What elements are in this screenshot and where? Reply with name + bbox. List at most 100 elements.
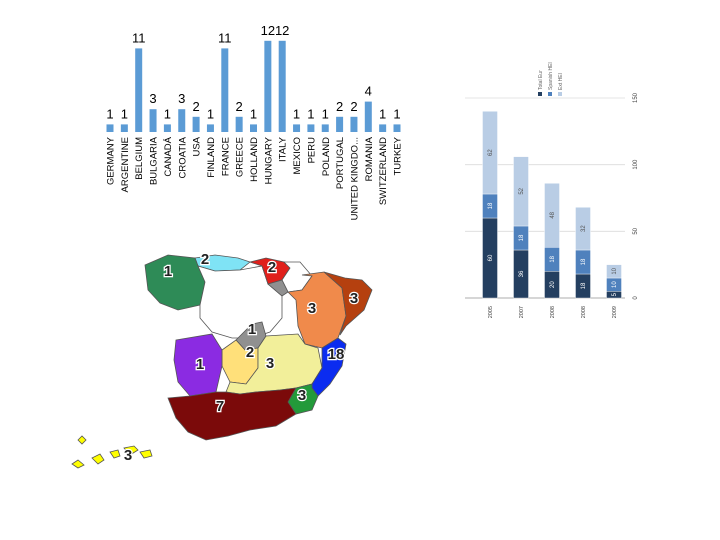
category-label: TURKEY	[393, 136, 404, 175]
data-label: 5	[612, 292, 618, 296]
region-value-label: 7	[216, 398, 224, 415]
legend-swatch	[538, 92, 542, 96]
category-label: FRANCE	[220, 137, 231, 176]
bar	[364, 101, 372, 132]
category-label: BELGIUM	[134, 137, 145, 180]
bar-value-label: 2	[336, 99, 343, 114]
data-label: 18	[581, 258, 587, 265]
bar-value-label: 1	[393, 106, 400, 121]
bar	[120, 124, 128, 132]
bar	[264, 40, 272, 132]
region-value-label: 2	[246, 344, 254, 361]
bar-value-label: 1	[121, 106, 128, 121]
data-label: 18	[488, 202, 494, 209]
data-label: 62	[488, 149, 494, 156]
region-valencia	[311, 337, 347, 397]
data-label: 10	[612, 267, 618, 274]
category-label: USA	[192, 136, 203, 156]
region-value-label: 18	[328, 346, 345, 363]
stacked-bar-segment	[513, 156, 529, 227]
category-label: MEXICO	[292, 137, 303, 174]
bar	[250, 124, 257, 132]
stacked-bar-segment	[544, 183, 560, 248]
stacked-bar-segment	[575, 207, 591, 251]
bar-value-label: 4	[365, 84, 372, 99]
bar-value-label: 1	[322, 106, 329, 121]
category-label: BULGARIA	[149, 136, 160, 185]
legend-label: Spanish HEI	[548, 62, 554, 90]
bar-value-label: 12	[275, 23, 289, 38]
bar	[278, 40, 286, 132]
bar	[135, 48, 143, 132]
x-tick-label: 2008	[550, 306, 556, 318]
bar	[293, 124, 301, 132]
region-canary-islands	[77, 435, 87, 445]
bar	[163, 124, 171, 132]
bar	[393, 124, 401, 132]
x-tick-label: 2007	[519, 306, 525, 318]
stacked-bar-segment	[482, 111, 498, 195]
data-label: 52	[519, 187, 525, 194]
bar-value-label: 12	[261, 23, 275, 38]
bar	[307, 124, 315, 132]
x-tick-label: 2009	[612, 306, 618, 318]
data-label: 32	[581, 225, 587, 232]
region-value-label: 3	[298, 387, 306, 404]
bar-value-label: 11	[218, 30, 232, 45]
legend-swatch	[558, 92, 562, 96]
category-label: UNITED KINGDO...	[349, 137, 360, 220]
category-label: PORTUGAL	[335, 137, 346, 189]
bar-value-label: 1	[164, 106, 171, 121]
bar-value-label: 1	[307, 106, 314, 121]
region-value-label: 1	[196, 356, 204, 373]
bar	[106, 124, 114, 132]
data-label: 20	[550, 281, 556, 288]
data-label: 60	[488, 254, 494, 261]
bar	[221, 48, 229, 132]
region-canary-islands	[91, 453, 105, 465]
category-label: ROMANIA	[364, 136, 375, 181]
bar-value-label: 1	[293, 106, 300, 121]
category-label: GREECE	[235, 137, 246, 177]
category-label: HUNGARY	[263, 136, 274, 184]
category-label: CANADÁ	[163, 136, 174, 176]
stacked-bar-segment	[606, 264, 622, 279]
data-label: 48	[550, 211, 556, 218]
category-label: GERMANY	[106, 136, 117, 185]
region-canary-islands	[71, 459, 85, 469]
y-tick-label: 50	[633, 227, 639, 234]
data-label: 10	[612, 281, 618, 288]
bar	[192, 116, 200, 132]
bar	[350, 116, 358, 132]
y-tick-label: 150	[633, 92, 639, 103]
region-canary-islands	[109, 449, 121, 459]
bar-value-label: 1	[379, 106, 386, 121]
region-canary-islands	[123, 445, 139, 456]
category-label: FINLAND	[206, 137, 217, 178]
region-value-label: 1	[248, 321, 256, 338]
bar-value-label: 1	[207, 106, 214, 121]
bar-value-label: 3	[149, 91, 156, 106]
bar-value-label: 1	[106, 106, 113, 121]
region-value-label: 2	[268, 259, 276, 276]
bar-chart-by-country: 1GERMANY1ARGENTINE11BELGIUM3BULGARIA1CAN…	[106, 23, 404, 221]
region-castile-leon	[197, 265, 283, 339]
bar	[379, 124, 387, 132]
region-value-label: 2	[201, 251, 209, 268]
category-label: ITALY	[278, 136, 289, 162]
category-label: POLAND	[321, 137, 332, 176]
region-value-label: 3	[266, 355, 274, 372]
x-tick-label: 2005	[488, 306, 494, 318]
y-tick-label: 0	[633, 296, 639, 300]
bar	[321, 124, 329, 132]
region-value-label: 3	[124, 447, 132, 464]
x-tick-label: 2008	[581, 306, 587, 318]
region-galicia	[144, 254, 206, 311]
legend-label: Ext HEI	[558, 73, 564, 90]
region-value-label: 3	[308, 300, 316, 317]
data-label: 18	[519, 234, 525, 241]
stacked-bar-chart-by-year: 0 50 100 150 60 18 62 2005 36 18 52 2007 20 18 48 2008 1…	[465, 62, 639, 318]
bar-value-label: 11	[132, 30, 146, 45]
category-label: CROATIA	[177, 136, 188, 178]
